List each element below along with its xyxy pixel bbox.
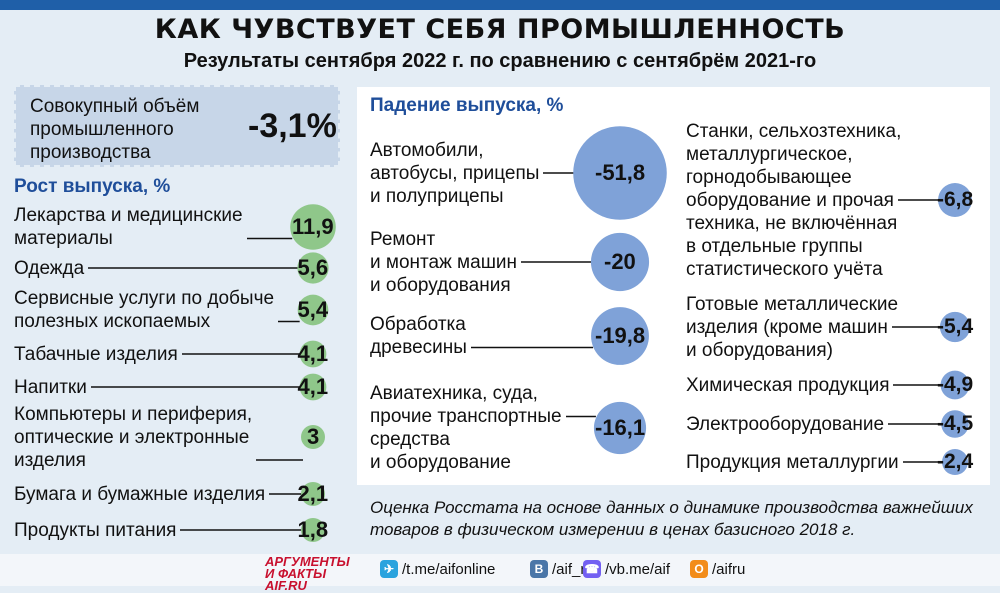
- decline-bubble-2: [591, 307, 649, 365]
- growth-value-4: 4,1: [297, 374, 329, 399]
- growth-label-6: Бумага и бумажные изделия: [14, 483, 266, 505]
- decline-bubble-8: [942, 449, 968, 475]
- decline-bubble-6: [940, 370, 970, 400]
- growth-label-3: Табачные изделия: [14, 343, 178, 365]
- top-bar: [0, 0, 1000, 10]
- decline-panel: [357, 87, 990, 485]
- decline-label-0: Автомобили, автобусы, прицепы и полуприц…: [370, 139, 540, 207]
- decline-label-8: Продукция металлургии: [686, 451, 899, 473]
- decline-value-0: -51,8: [595, 160, 646, 185]
- decline-value-5: -5,4: [937, 315, 974, 338]
- decline-bubble-0: [573, 126, 667, 220]
- decline-label-4: Станки, сельхозтехника, металлургическое…: [686, 120, 902, 280]
- growth-bubble-0: [290, 204, 336, 250]
- source-note: Оценка Росстата на основе данных о динам…: [370, 498, 973, 539]
- telegram-link[interactable]: ✈ /t.me/aifonline: [380, 560, 495, 578]
- growth-value-3: 4,1: [297, 341, 329, 366]
- decline-bubble-5: [939, 311, 971, 343]
- growth-bubble-5: [301, 425, 325, 449]
- growth-value-7: 1,8: [297, 517, 329, 542]
- decline-label-5: Готовые металлические изделия (кроме маш…: [686, 293, 899, 361]
- decline-label-7: Электрооборудование: [686, 413, 885, 435]
- total-production-box: Совокупный объём промышленного производс…: [14, 85, 340, 167]
- decline-label-3: Авиатехника, суда, прочие транспортные с…: [370, 383, 562, 473]
- growth-bubble-4: [299, 373, 327, 401]
- growth-label-4: Напитки: [14, 376, 87, 398]
- decline-value-3: -16,1: [595, 415, 646, 440]
- decline-bubble-7: [941, 410, 969, 438]
- growth-bubble-3: [299, 340, 327, 368]
- growth-value-2: 5,4: [297, 297, 329, 322]
- growth-label-7: Продукты питания: [14, 519, 177, 541]
- decline-bubble-3: [593, 401, 647, 455]
- growth-bubble-7: [301, 518, 325, 542]
- decline-label-6: Химическая продукция: [686, 374, 890, 396]
- odnoklassniki-icon: О: [690, 560, 708, 578]
- decline-value-2: -19,8: [595, 323, 646, 348]
- page-subtitle: Результаты сентября 2022 г. по сравнению…: [183, 50, 817, 72]
- odnoklassniki-link[interactable]: О /aifru: [690, 560, 745, 578]
- growth-bubble-1: [297, 252, 329, 284]
- growth-label-2: Сервисные услуги по добыче полезных иско…: [14, 288, 275, 332]
- growth-label-5: Компьютеры и периферия, оптические и эле…: [14, 403, 253, 471]
- viber-link[interactable]: ☎ /vb.me/aif: [583, 560, 671, 578]
- total-production-label: Совокупный объём промышленного производс…: [30, 96, 200, 163]
- decline-value-1: -20: [604, 249, 636, 274]
- total-production-value: -3,1%: [248, 107, 337, 145]
- viber-icon: ☎: [583, 560, 601, 578]
- footer: [0, 554, 1000, 586]
- decline-bubble-1: [590, 232, 650, 292]
- decline-value-6: -4,9: [937, 373, 974, 396]
- decline-section-title: Падение выпуска, %: [370, 95, 564, 116]
- growth-label-1: Одежда: [14, 257, 85, 279]
- decline-bubble-4: [938, 183, 972, 217]
- decline-label-1: Ремонт и монтаж машин и оборудования: [370, 228, 518, 296]
- growth-label-0: Лекарства и медицинские материалы: [14, 205, 243, 249]
- growth-bubble-6: [301, 482, 325, 506]
- growth-bubble-2: [297, 294, 329, 326]
- vk-icon: B: [530, 560, 548, 578]
- decline-value-8: -2,4: [937, 450, 974, 473]
- decline-value-4: -6,8: [937, 188, 974, 211]
- decline-value-7: -4,5: [937, 412, 974, 435]
- telegram-icon: ✈: [380, 560, 398, 578]
- decline-label-2: Обработка древесины: [370, 314, 467, 358]
- growth-value-0: 11,9: [292, 214, 334, 239]
- aif-logo[interactable]: АРГУМЕНТЫ И ФАКТЫ AIF.RU: [265, 554, 350, 593]
- growth-value-6: 2,1: [297, 481, 329, 506]
- growth-value-5: 3: [307, 424, 320, 449]
- growth-section-title: Рост выпуска, %: [14, 176, 171, 197]
- page-title: КАК ЧУВСТВУЕТ СЕБЯ ПРОМЫШЛЕННОСТЬ: [154, 14, 846, 45]
- growth-value-1: 5,6: [297, 255, 329, 280]
